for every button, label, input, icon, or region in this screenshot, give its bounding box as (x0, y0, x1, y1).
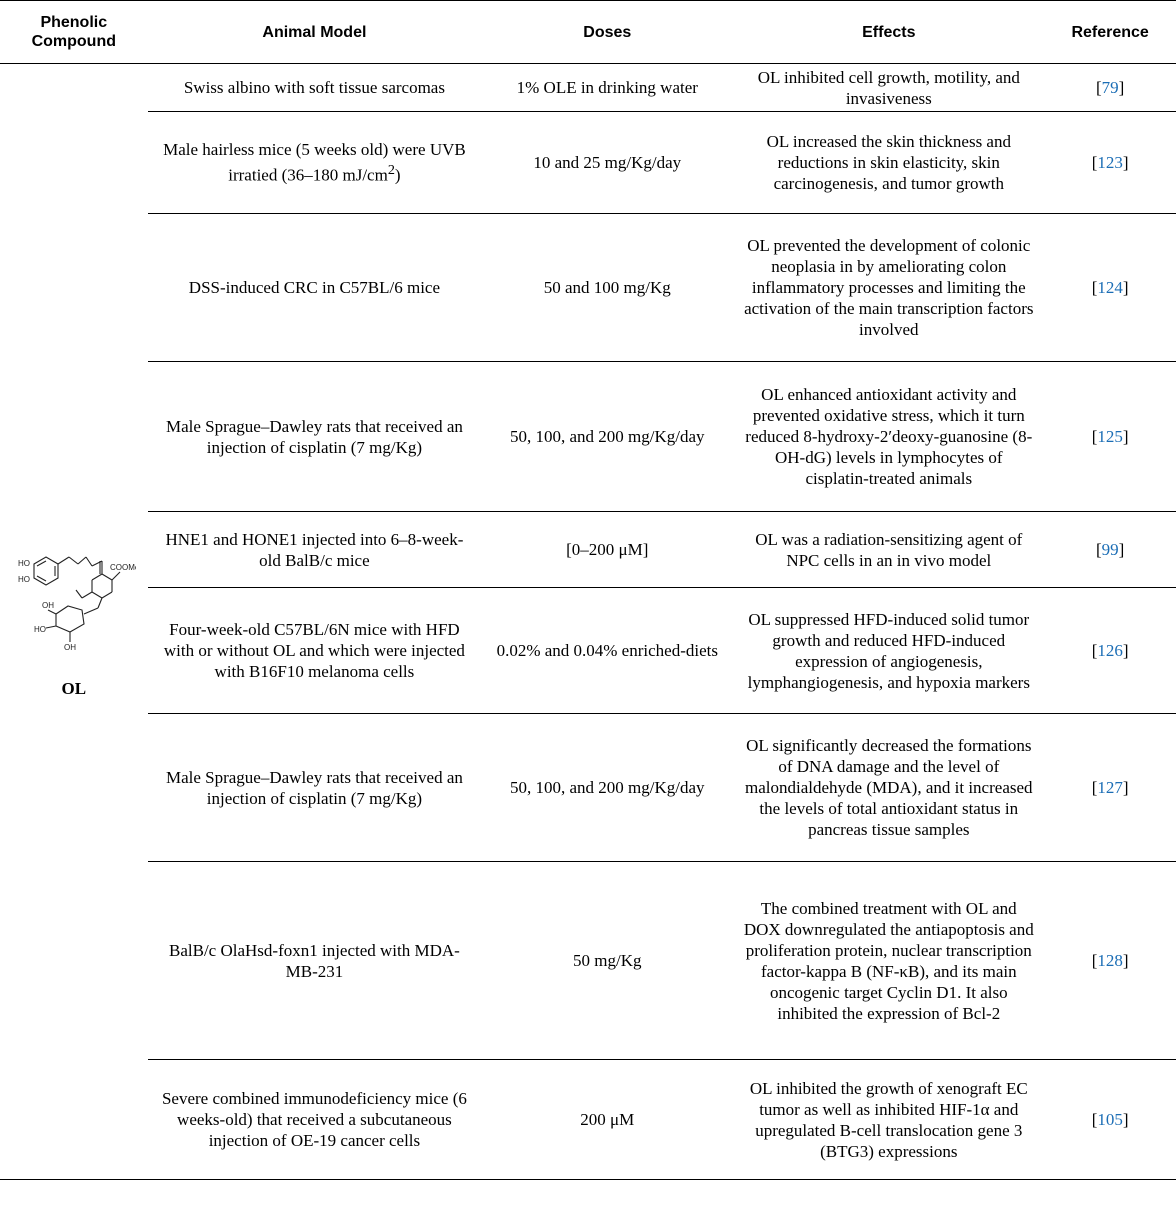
animal-model-cell: Swiss albino with soft tissue sarcomas (147, 63, 482, 112)
reference-link[interactable]: 79 (1101, 78, 1119, 97)
reference-link[interactable]: 126 (1097, 641, 1123, 660)
reference-cell: [79] (1044, 63, 1176, 112)
table-row: DSS-induced CRC in C57BL/6 mice 50 and 1… (0, 213, 1176, 362)
structure-label: HO (18, 575, 30, 584)
compound-cell: HO HO COOMe OH HO OH OL (0, 63, 148, 1180)
reference-link[interactable]: 99 (1101, 540, 1119, 559)
animal-model-cell: Male Sprague–Dawley rats that received a… (147, 361, 482, 512)
animal-model-cell: Severe combined immunodeficiency mice (6… (147, 1059, 482, 1180)
animal-model-cell: DSS-induced CRC in C57BL/6 mice (147, 213, 482, 362)
header-reference: Reference (1044, 0, 1176, 64)
animal-model-cell: Male Sprague–Dawley rats that received a… (147, 713, 482, 862)
structure-label: COOMe (110, 563, 136, 572)
table-row: Severe combined immunodeficiency mice (6… (0, 1059, 1176, 1180)
table-row: Male Sprague–Dawley rats that received a… (0, 361, 1176, 512)
doses-cell: [0–200 μM] (481, 511, 734, 588)
phenolic-compound-table: Phenolic Compound Animal Model Doses Eff… (0, 0, 1176, 1180)
table-row: Four-week-old C57BL/6N mice with HFD wit… (0, 587, 1176, 714)
reference-link[interactable]: 105 (1097, 1110, 1123, 1129)
reference-cell: [126] (1044, 587, 1176, 714)
reference-link[interactable]: 128 (1097, 951, 1123, 970)
reference-cell: [123] (1044, 111, 1176, 214)
structure-label: HO (34, 625, 46, 634)
effects-cell: OL was a radiation-sensitizing agent of … (733, 511, 1045, 588)
header-effects: Effects (733, 0, 1045, 64)
reference-cell: [128] (1044, 861, 1176, 1060)
oleuropein-structure-image: HO HO COOMe OH HO OH (18, 556, 136, 652)
doses-cell: 10 and 25 mg/Kg/day (481, 111, 734, 214)
animal-model-cell: Male hairless mice (5 weeks old) were UV… (147, 111, 482, 214)
reference-cell: [125] (1044, 361, 1176, 512)
effects-cell: OL increased the skin thickness and redu… (733, 111, 1045, 214)
effects-cell: OL enhanced antioxidant activity and pre… (733, 361, 1045, 512)
reference-cell: [124] (1044, 213, 1176, 362)
header-compound: Phenolic Compound (0, 0, 148, 64)
table-row: HNE1 and HONE1 injected into 6–8-week-ol… (0, 511, 1176, 588)
doses-cell: 1% OLE in drinking water (481, 63, 734, 112)
compound-name: OL (61, 679, 87, 698)
table-row: Male Sprague–Dawley rats that received a… (0, 713, 1176, 862)
header-doses: Doses (481, 0, 734, 64)
animal-model-cell: BalB/c OlaHsd-foxn1 injected with MDA-MB… (147, 861, 482, 1060)
effects-cell: OL prevented the development of colonic … (733, 213, 1045, 362)
effects-cell: OL suppressed HFD-induced solid tumor gr… (733, 587, 1045, 714)
doses-cell: 50, 100, and 200 mg/Kg/day (481, 713, 734, 862)
reference-link[interactable]: 124 (1097, 278, 1123, 297)
reference-cell: [127] (1044, 713, 1176, 862)
animal-model-cell: Four-week-old C57BL/6N mice with HFD wit… (147, 587, 482, 714)
table-row: Male hairless mice (5 weeks old) were UV… (0, 111, 1176, 214)
table-row: BalB/c OlaHsd-foxn1 injected with MDA-MB… (0, 861, 1176, 1060)
header-animal-model: Animal Model (147, 0, 482, 64)
reference-link[interactable]: 123 (1097, 153, 1123, 172)
animal-model-cell: HNE1 and HONE1 injected into 6–8-week-ol… (147, 511, 482, 588)
header-row: Phenolic Compound Animal Model Doses Eff… (0, 0, 1176, 64)
doses-cell: 50 and 100 mg/Kg (481, 213, 734, 362)
effects-cell: The combined treatment with OL and DOX d… (733, 861, 1045, 1060)
structure-label: OH (42, 601, 54, 610)
structure-label: HO (18, 559, 30, 568)
reference-cell: [99] (1044, 511, 1176, 588)
doses-cell: 50, 100, and 200 mg/Kg/day (481, 361, 734, 512)
structure-label: OH (64, 643, 76, 652)
effects-cell: OL inhibited the growth of xenograft EC … (733, 1059, 1045, 1180)
effects-cell: OL significantly decreased the formation… (733, 713, 1045, 862)
doses-cell: 50 mg/Kg (481, 861, 734, 1060)
table-row: HO HO COOMe OH HO OH OL Swiss albino wit… (0, 63, 1176, 1180)
reference-link[interactable]: 127 (1097, 778, 1123, 797)
doses-cell: 200 μM (481, 1059, 734, 1180)
reference-link[interactable]: 125 (1097, 427, 1123, 446)
doses-cell: 0.02% and 0.04% enriched-diets (481, 587, 734, 714)
reference-cell: [105] (1044, 1059, 1176, 1180)
effects-cell: OL inhibited cell growth, motility, and … (733, 63, 1045, 112)
